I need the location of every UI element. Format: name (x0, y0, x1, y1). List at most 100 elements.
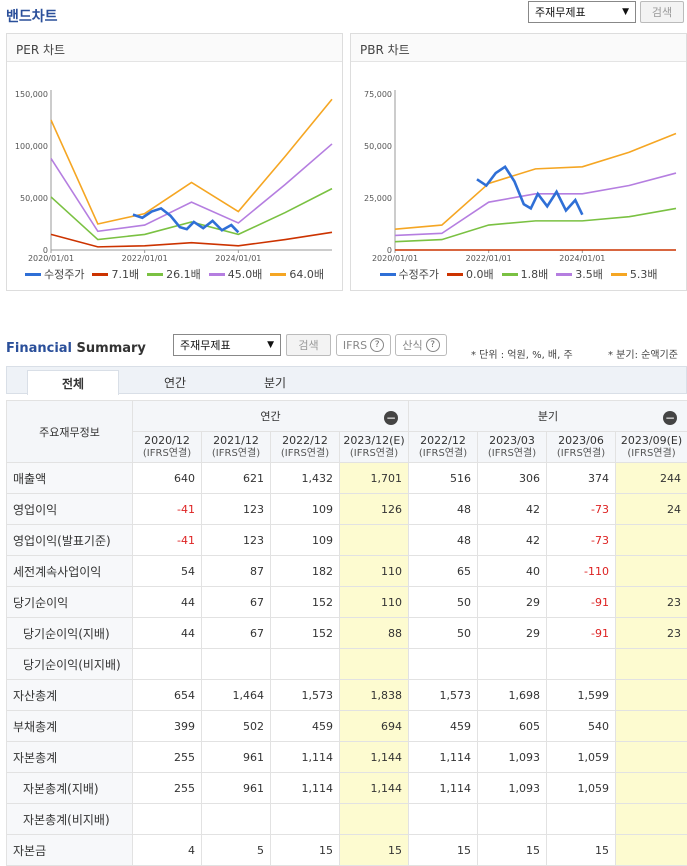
legend-item[interactable]: 수정주가 (380, 266, 439, 282)
legend-item[interactable]: 7.1배 (92, 266, 139, 282)
column-header: 2021/12(IFRS연결) (202, 432, 271, 463)
table-cell (478, 649, 547, 680)
table-cell: 109 (271, 525, 340, 556)
table-cell: 109 (271, 494, 340, 525)
table-cell: 42 (478, 494, 547, 525)
tab-annual[interactable]: 연간 (129, 370, 221, 395)
legend-item[interactable]: 64.0배 (270, 266, 324, 282)
row-label: 당기순이익(지배) (7, 618, 133, 649)
table-cell: 50 (409, 618, 478, 649)
column-date: 2023/12(E) (343, 434, 404, 447)
legend-label: 0.0배 (466, 266, 494, 282)
column-basis: (IFRS연결) (271, 447, 339, 460)
band-search-button[interactable]: 검색 (640, 1, 684, 23)
band-statement-select[interactable]: 주재무제표▼ (528, 1, 636, 23)
table-cell (616, 649, 687, 680)
legend-item[interactable]: 26.1배 (147, 266, 201, 282)
collapse-icon[interactable]: − (384, 411, 398, 425)
table-cell: 5 (202, 835, 271, 866)
row-label: 매출액 (7, 463, 133, 494)
tab-all[interactable]: 전체 (27, 370, 119, 395)
column-basis: (IFRS연결) (616, 447, 687, 460)
band-chart-title: 밴드차트 (6, 6, 58, 26)
table-cell: 50 (409, 587, 478, 618)
collapse-icon[interactable]: − (663, 411, 677, 425)
table-cell: 605 (478, 711, 547, 742)
legend-label: 64.0배 (289, 266, 324, 282)
column-date: 2023/09(E) (621, 434, 682, 447)
table-cell: 1,093 (478, 773, 547, 804)
x-tick-label: 2020/01/01 (372, 254, 418, 262)
table-cell: 123 (202, 525, 271, 556)
table-cell (616, 680, 687, 711)
table-cell: 1,432 (271, 463, 340, 494)
tab-quarter[interactable]: 분기 (229, 370, 321, 395)
table-cell: -41 (133, 525, 202, 556)
table-cell: 1,114 (271, 773, 340, 804)
price-line (133, 208, 238, 232)
table-cell: 65 (409, 556, 478, 587)
legend-item[interactable]: 5.3배 (611, 266, 658, 282)
legend-label: 1.8배 (521, 266, 549, 282)
table-cell: 87 (202, 556, 271, 587)
fs-title-sub: Summary (72, 341, 146, 356)
table-cell: 459 (409, 711, 478, 742)
table-cell: 961 (202, 773, 271, 804)
table-cell (616, 804, 687, 835)
per-chart-legend: 수정주가 7.1배 26.1배 45.0배 64.0배 (7, 266, 342, 282)
table-cell: 399 (133, 711, 202, 742)
table-cell: 694 (340, 711, 409, 742)
table-cell: 244 (616, 463, 687, 494)
row-header-label: 주요재무정보 (7, 401, 133, 463)
x-tick-label: 2022/01/01 (122, 254, 168, 262)
table-cell (271, 804, 340, 835)
column-date: 2022/12 (420, 434, 466, 447)
table-cell (340, 525, 409, 556)
column-header: 2023/12(E)(IFRS연결) (340, 432, 409, 463)
column-header: 2022/12(IFRS연결) (409, 432, 478, 463)
legend-swatch (502, 273, 518, 276)
table-cell: 1,838 (340, 680, 409, 711)
table-cell: 516 (409, 463, 478, 494)
table-cell: 4 (133, 835, 202, 866)
ifrs-help-button[interactable]: IFRS? (336, 334, 391, 356)
legend-item[interactable]: 0.0배 (447, 266, 494, 282)
legend-item[interactable]: 1.8배 (502, 266, 549, 282)
table-cell: 44 (133, 587, 202, 618)
table-cell: 123 (202, 494, 271, 525)
column-header: 2022/12(IFRS연결) (271, 432, 340, 463)
legend-swatch (92, 273, 108, 276)
table-cell (340, 649, 409, 680)
table-cell (547, 804, 616, 835)
fs-search-button[interactable]: 검색 (286, 334, 331, 356)
formula-help-button[interactable]: 산식? (395, 334, 447, 356)
legend-item[interactable]: 45.0배 (209, 266, 263, 282)
column-basis: (IFRS연결) (409, 447, 477, 460)
table-cell: 29 (478, 587, 547, 618)
x-tick-label: 2024/01/01 (559, 254, 605, 262)
column-date: 2021/12 (213, 434, 259, 447)
table-cell (202, 649, 271, 680)
ifrs-label: IFRS (343, 339, 367, 352)
table-cell: 255 (133, 742, 202, 773)
financial-summary-title: Financial Summary (6, 341, 146, 356)
table-cell (133, 804, 202, 835)
chevron-down-icon: ▼ (267, 340, 274, 350)
fs-statement-select[interactable]: 주재무제표▼ (173, 334, 281, 356)
table-cell: 24 (616, 494, 687, 525)
table-cell: 1,464 (202, 680, 271, 711)
quarter-group-header: 분기− (409, 401, 687, 432)
legend-item[interactable]: 3.5배 (556, 266, 603, 282)
table-cell (202, 804, 271, 835)
table-cell: 255 (133, 773, 202, 804)
x-tick-label: 2022/01/01 (466, 254, 512, 262)
legend-item[interactable]: 수정주가 (25, 266, 84, 282)
annual-group-header: 연간− (133, 401, 409, 432)
table-cell (547, 649, 616, 680)
table-cell: 1,093 (478, 742, 547, 773)
table-cell: 1,701 (340, 463, 409, 494)
row-label: 부채총계 (7, 711, 133, 742)
